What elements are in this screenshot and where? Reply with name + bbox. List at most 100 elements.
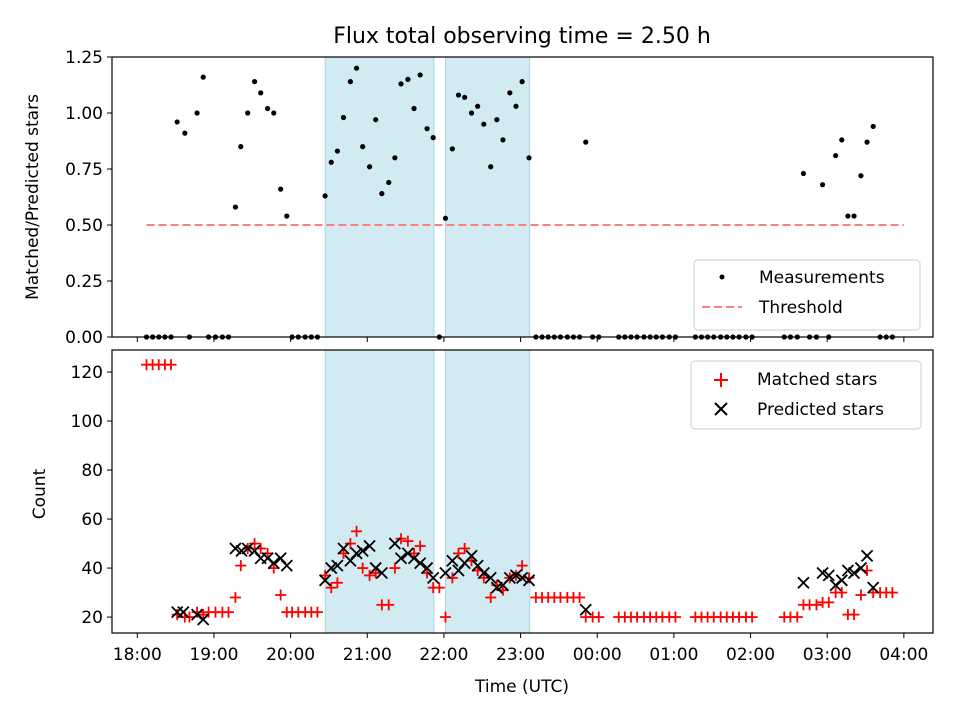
matched-point-14 xyxy=(229,591,241,603)
top-ytick-label-0: 0.00 xyxy=(65,328,103,348)
bottom-ytick-label-5: 120 xyxy=(71,363,103,383)
matched-point-97 xyxy=(810,599,822,611)
measurement-point-34 xyxy=(360,144,366,150)
measurement-point-69 xyxy=(583,139,589,145)
measurement-point-9 xyxy=(200,74,206,80)
matched-point-21 xyxy=(275,589,287,601)
measurement-point-42 xyxy=(411,105,417,112)
bottom-predicted-points xyxy=(171,537,880,626)
top-ytick-label-3: 0.75 xyxy=(65,160,103,180)
predicted-point-6 xyxy=(241,542,254,555)
measurement-point-6 xyxy=(182,130,188,136)
measurement-point-8 xyxy=(194,110,200,116)
matched-point-17 xyxy=(249,538,261,550)
xtick-label-2: 20:00 xyxy=(266,645,315,665)
bottom-x-ticks: 18:00 19:00 20:00 21:00 22:00 23:00 00:00 01:00… xyxy=(113,633,928,665)
measurement-point-38 xyxy=(386,179,392,186)
measurement-point-51 xyxy=(468,110,475,116)
xtick-label-7: 01:00 xyxy=(649,645,698,665)
predicted-point-22 xyxy=(375,566,388,580)
matched-point-71 xyxy=(593,611,605,623)
measurement-point-19 xyxy=(265,105,271,112)
measurement-point-22 xyxy=(284,213,290,219)
measurement-point-37 xyxy=(379,191,385,197)
top-panel: 0.00 0.25 0.50 0.75 1.00 1.25 Matched/Predict… xyxy=(23,48,934,348)
predicted-point-29 xyxy=(427,571,440,585)
predicted-point-51 xyxy=(847,566,861,580)
measurement-point-36 xyxy=(373,117,379,123)
predicted-point-3 xyxy=(197,613,210,626)
bottom-ytick-label-4: 100 xyxy=(71,412,103,432)
top-shaded-interval-1 xyxy=(445,56,531,338)
predicted-point-44 xyxy=(579,603,592,616)
measurement-point-21 xyxy=(278,186,284,192)
measurement-point-100 xyxy=(833,152,839,159)
xtick-label-6: 00:00 xyxy=(573,645,622,665)
measurement-point-95 xyxy=(800,170,807,177)
matched-point-81 xyxy=(669,611,681,623)
top-shaded-intervals xyxy=(324,56,531,338)
matched-point-109 xyxy=(886,587,898,599)
top-shaded-interval-0 xyxy=(324,56,435,338)
predicted-point-12 xyxy=(280,559,293,572)
predicted-point-20 xyxy=(363,539,376,553)
predicted-point-15 xyxy=(331,559,344,572)
predicted-point-54 xyxy=(867,581,880,594)
matched-point-104 xyxy=(855,589,867,601)
measurement-point-43 xyxy=(417,72,423,78)
measurement-point-98 xyxy=(820,182,826,188)
measurement-point-15 xyxy=(238,144,244,150)
top-legend: Measurements Threshold xyxy=(693,259,921,331)
predicted-point-24 xyxy=(394,552,408,565)
measurement-point-48 xyxy=(449,146,455,152)
measurement-point-60 xyxy=(526,155,532,161)
xtick-label-8: 02:00 xyxy=(726,645,775,665)
matched-point-7 xyxy=(183,611,195,623)
predicted-point-23 xyxy=(388,537,402,550)
matched-point-50 xyxy=(459,542,471,554)
measurement-point-57 xyxy=(507,90,513,96)
measurement-point-47 xyxy=(442,215,449,221)
predicted-point-1 xyxy=(177,606,190,619)
measurement-point-40 xyxy=(398,81,404,87)
top-ytick-label-1: 0.25 xyxy=(65,272,103,292)
predicted-point-27 xyxy=(414,557,427,570)
measurement-point-59 xyxy=(519,79,525,85)
matched-point-38 xyxy=(383,599,395,611)
measurement-point-104 xyxy=(858,173,864,179)
measurement-point-17 xyxy=(251,79,258,85)
bottom-ytick-label-3: 80 xyxy=(81,461,103,481)
matched-point-4 xyxy=(165,359,177,371)
legend-measurements-label: Measurements xyxy=(759,268,885,288)
measurement-point-32 xyxy=(347,79,354,85)
measurement-point-103 xyxy=(851,213,857,219)
predicted-point-31 xyxy=(446,554,459,567)
top-ytick-label-2: 0.50 xyxy=(65,216,103,236)
measurement-point-35 xyxy=(366,164,373,170)
measurement-point-5 xyxy=(174,119,180,125)
measurement-point-106 xyxy=(870,123,876,130)
matched-point-30 xyxy=(331,577,343,589)
measurement-point-29 xyxy=(328,159,334,165)
matched-point-54 xyxy=(485,591,497,603)
measurement-point-44 xyxy=(424,126,430,132)
matched-point-94 xyxy=(791,611,803,623)
matched-point-35 xyxy=(364,569,376,581)
matched-point-49 xyxy=(452,547,464,559)
measurement-point-31 xyxy=(340,114,347,121)
measurement-point-30 xyxy=(334,148,340,154)
matched-point-68 xyxy=(574,591,586,603)
predicted-point-53 xyxy=(860,549,874,562)
measurement-point-55 xyxy=(494,117,500,123)
measurement-point-14 xyxy=(232,204,239,210)
measurement-point-45 xyxy=(430,135,436,141)
bottom-shaded-interval-1 xyxy=(445,349,531,634)
matched-point-59 xyxy=(516,560,528,572)
predicted-point-19 xyxy=(356,544,369,558)
matched-point-48 xyxy=(446,572,458,584)
measurement-point-18 xyxy=(258,90,264,96)
measurement-point-28 xyxy=(322,193,328,199)
matched-point-32 xyxy=(344,538,356,550)
xtick-label-3: 21:00 xyxy=(343,645,392,665)
